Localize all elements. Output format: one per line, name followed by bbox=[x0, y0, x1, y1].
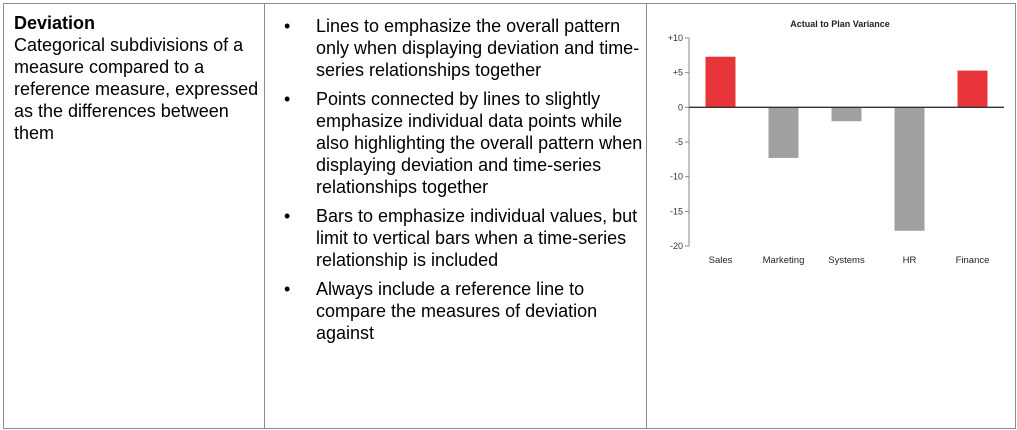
guidance-text: Points connected by lines to slightly em… bbox=[316, 89, 643, 197]
x-category-label: Sales bbox=[709, 255, 733, 266]
guidance-text: Always include a reference line to compa… bbox=[316, 279, 598, 343]
y-tick-label: -20 bbox=[670, 241, 683, 251]
guidance-item: • Always include a reference line to comp… bbox=[276, 278, 648, 344]
column-divider bbox=[646, 4, 647, 428]
relationship-cell: Deviation Categorical subdivisions of a … bbox=[14, 13, 259, 144]
bar-systems bbox=[831, 107, 862, 122]
bar-marketing bbox=[768, 107, 799, 158]
y-tick-label: 0 bbox=[678, 102, 683, 112]
guidance-item: • Lines to emphasize the overall pattern … bbox=[276, 15, 648, 81]
guidance-item: • Bars to emphasize individual values, bu… bbox=[276, 205, 648, 271]
relationship-term: Deviation bbox=[14, 13, 96, 33]
x-category-label: HR bbox=[903, 255, 917, 266]
guidance-text: Bars to emphasize individual values, but… bbox=[316, 206, 638, 270]
x-category-label: Marketing bbox=[763, 255, 805, 266]
column-divider bbox=[264, 4, 265, 428]
bullet-icon: • bbox=[284, 16, 291, 36]
x-category-label: Systems bbox=[828, 255, 865, 266]
guidance-cell: • Lines to emphasize the overall pattern … bbox=[276, 15, 648, 351]
x-category-label: Finance bbox=[956, 255, 990, 266]
y-tick-label: -5 bbox=[675, 137, 683, 147]
bullet-icon: • bbox=[284, 89, 291, 109]
variance-bar-chart: Actual to Plan Variance +10 +5 0 -5 -10 -15 -20… bbox=[668, 19, 1004, 266]
bullet-icon: • bbox=[284, 206, 291, 226]
y-tick-label: -10 bbox=[670, 172, 683, 182]
bar-finance bbox=[957, 70, 988, 108]
comparison-table-row: Deviation Categorical subdivisions of a … bbox=[3, 3, 1016, 429]
guidance-list: • Lines to emphasize the overall pattern … bbox=[276, 15, 648, 344]
example-chart-cell: Actual to Plan Variance +10 +5 0 -5 -10 -15 -20… bbox=[650, 8, 1016, 268]
relationship-definition: Categorical subdivisions of a measure co… bbox=[14, 35, 259, 143]
bar-hr bbox=[894, 107, 925, 231]
chart-title: Actual to Plan Variance bbox=[790, 19, 890, 29]
y-tick-label: -15 bbox=[670, 206, 683, 216]
guidance-text: Lines to emphasize the overall pattern o… bbox=[316, 16, 640, 80]
guidance-item: • Points connected by lines to slightly e… bbox=[276, 88, 648, 198]
y-tick-label: +10 bbox=[668, 33, 683, 43]
bar-sales bbox=[705, 56, 736, 108]
bullet-icon: • bbox=[284, 279, 291, 299]
y-tick-label: +5 bbox=[673, 68, 683, 78]
